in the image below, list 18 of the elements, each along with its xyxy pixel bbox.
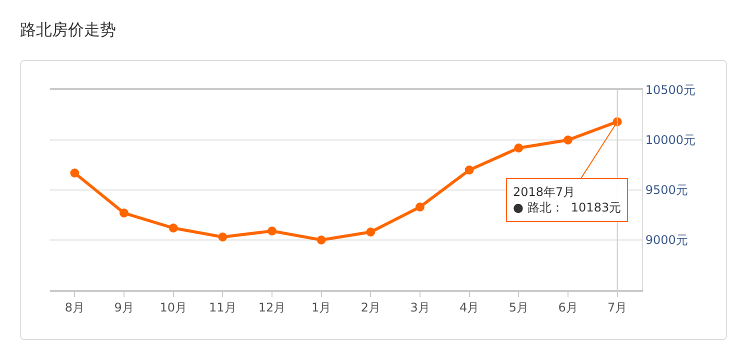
x-tick-label: 2月 xyxy=(360,300,380,314)
x-tick-label: 6月 xyxy=(558,300,578,314)
x-tick-label: 7月 xyxy=(608,300,628,314)
y-tick-label: 10000元 xyxy=(645,133,696,148)
x-tick-label: 1月 xyxy=(312,300,332,314)
x-tick-label: 8月 xyxy=(64,300,84,314)
chart-title: 路北房价走势 xyxy=(20,20,116,41)
y-tick-label: 9500元 xyxy=(645,183,688,198)
x-tick-label: 3月 xyxy=(410,300,430,314)
x-tick-label: 9月 xyxy=(114,300,134,314)
y-tick-label: 10500元 xyxy=(645,83,696,98)
x-tick-label: 10月 xyxy=(160,300,187,314)
x-tick-label: 5月 xyxy=(508,300,528,314)
annotation: 2018年7月 ● 路北： 10183元 xyxy=(513,185,622,215)
y-tick-label: 9000元 xyxy=(645,233,688,248)
x-tick-label: 11月 xyxy=(209,300,236,314)
x-tick-label: 12月 xyxy=(258,300,286,314)
x-tick-label: 4月 xyxy=(460,300,480,314)
